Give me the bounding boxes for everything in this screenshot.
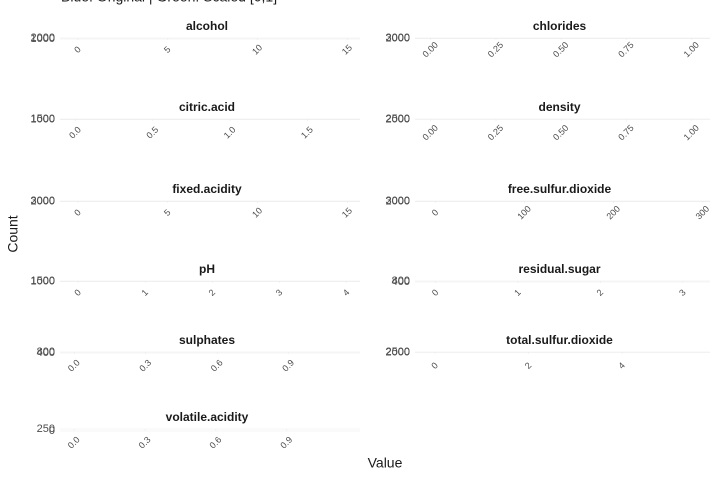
x-tick-label: 1.00 <box>682 123 701 142</box>
y-tick-label: 800 <box>392 275 410 287</box>
x-tick-label: 5 <box>162 44 173 55</box>
x-tick-label: 0.3 <box>137 358 153 374</box>
panel-title: alcohol <box>186 19 228 33</box>
y-tick-label: 1000 <box>31 33 55 45</box>
chart-title: Blue: Original | Green: Scaled [0,1] <box>61 0 277 5</box>
y-tick-label: 2500 <box>386 346 410 358</box>
x-tick-label: 0.9 <box>278 435 294 451</box>
x-tick-label: 0.00 <box>420 40 439 59</box>
y-tick-label: 3000 <box>31 195 55 207</box>
panel-title: residual.sugar <box>518 262 600 276</box>
x-tick-label: 1.0 <box>222 125 238 141</box>
y-tick-label: 1500 <box>31 113 55 125</box>
panel-title: chlorides <box>533 19 587 33</box>
x-tick-label: 0.75 <box>616 123 635 142</box>
x-tick-label: 100 <box>515 204 533 222</box>
x-tick-label: 1.00 <box>682 40 701 59</box>
panel-title: volatile.acidity <box>166 410 249 424</box>
panel-title: free.sulfur.dioxide <box>508 182 612 196</box>
x-tick-label: 0.3 <box>137 435 153 451</box>
x-tick-label: 0 <box>72 207 83 218</box>
y-tick-label: 2000 <box>31 196 55 208</box>
x-tick-label: 0.50 <box>551 123 570 142</box>
y-tick-label: 2000 <box>386 113 410 125</box>
y-tick-label: 1500 <box>31 275 55 287</box>
y-tick-label: 1000 <box>31 276 55 288</box>
x-tick-label: 1 <box>512 287 523 298</box>
y-tick-label: 400 <box>392 276 410 288</box>
x-tick-label: 10 <box>250 205 264 219</box>
x-tick-label: 3 <box>677 287 688 298</box>
y-tick-label: 3000 <box>386 32 410 44</box>
y-tick-label: 2000 <box>386 33 410 45</box>
y-tick-label: 2500 <box>386 113 410 125</box>
x-tick-label: 0.0 <box>67 125 83 141</box>
x-tick-label: 0.0 <box>66 358 82 374</box>
x-tick-label: 5 <box>162 207 173 218</box>
x-tick-label: 15 <box>340 205 354 219</box>
x-axis-label: Value <box>368 455 403 471</box>
x-tick-label: 0 <box>430 207 441 218</box>
x-tick-label: 0.5 <box>144 125 160 141</box>
y-tick-label: 3000 <box>386 195 410 207</box>
x-tick-label: 0 <box>72 287 83 298</box>
x-tick-label: 1 <box>139 287 150 298</box>
y-tick-label: 0 <box>49 425 55 437</box>
x-tick-label: 0.75 <box>616 40 635 59</box>
x-tick-label: 0.50 <box>551 40 570 59</box>
x-tick-label: 3 <box>274 287 285 298</box>
y-tick-label: 250 <box>37 423 55 435</box>
x-tick-label: 0.00 <box>420 123 439 142</box>
panel-title: fixed.acidity <box>172 182 242 196</box>
x-tick-label: 0 <box>429 360 440 371</box>
panel-title: pH <box>199 262 215 276</box>
y-tick-label: 1000 <box>31 114 55 126</box>
x-tick-label: 0 <box>430 287 441 298</box>
x-tick-label: 2 <box>595 287 606 298</box>
y-tick-label: 2000 <box>386 196 410 208</box>
panel-title: total.sulfur.dioxide <box>506 333 613 347</box>
x-tick-label: 0.0 <box>66 435 82 451</box>
x-tick-label: 15 <box>340 42 354 56</box>
x-tick-label: 0.9 <box>280 358 296 374</box>
x-tick-label: 0.25 <box>486 40 505 59</box>
x-tick-label: 200 <box>604 204 622 222</box>
x-tick-label: 1.5 <box>299 125 315 141</box>
y-tick-label: 2000 <box>386 346 410 358</box>
x-tick-label: 2 <box>207 287 218 298</box>
y-tick-label: 800 <box>37 346 55 358</box>
x-tick-label: 0.6 <box>209 358 225 374</box>
x-tick-label: 0.25 <box>486 123 505 142</box>
y-axis-label: Count <box>5 215 21 252</box>
x-tick-label: 4 <box>341 287 352 298</box>
x-tick-label: 10 <box>250 42 264 56</box>
x-tick-label: 0 <box>72 44 83 55</box>
x-tick-label: 2 <box>523 360 534 371</box>
y-tick-label: 400 <box>37 347 55 359</box>
panel-title: density <box>538 100 580 114</box>
x-tick-label: 4 <box>616 360 627 371</box>
x-tick-label: 300 <box>694 204 712 222</box>
panel-title: citric.acid <box>179 100 235 114</box>
x-tick-label: 0.6 <box>208 435 224 451</box>
panel-title: sulphates <box>179 333 235 347</box>
y-tick-label: 2000 <box>31 32 55 44</box>
